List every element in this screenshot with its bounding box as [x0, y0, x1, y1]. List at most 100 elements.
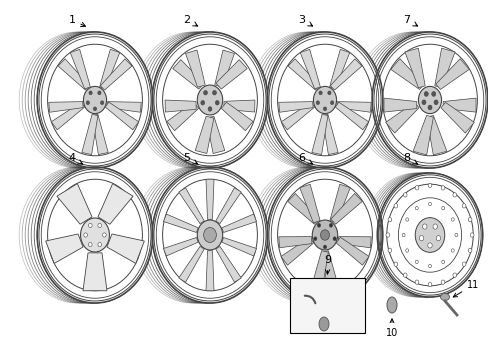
Ellipse shape [393, 262, 397, 266]
Ellipse shape [387, 248, 391, 252]
Ellipse shape [203, 90, 207, 95]
Ellipse shape [427, 202, 430, 206]
Polygon shape [322, 114, 338, 154]
Ellipse shape [454, 233, 457, 237]
Polygon shape [214, 50, 234, 87]
Polygon shape [185, 50, 205, 87]
Ellipse shape [431, 91, 435, 96]
Polygon shape [330, 193, 362, 224]
Ellipse shape [266, 167, 382, 303]
Ellipse shape [468, 248, 471, 252]
Ellipse shape [215, 100, 219, 105]
Polygon shape [336, 237, 368, 265]
Ellipse shape [450, 249, 453, 252]
Text: 4: 4 [68, 153, 82, 164]
Polygon shape [435, 59, 468, 89]
Polygon shape [287, 193, 319, 224]
Polygon shape [222, 214, 256, 233]
Polygon shape [426, 116, 446, 155]
Ellipse shape [88, 242, 92, 247]
Polygon shape [81, 114, 98, 154]
Ellipse shape [371, 32, 487, 168]
Text: 9: 9 [323, 255, 330, 274]
Polygon shape [107, 102, 141, 112]
Ellipse shape [152, 167, 267, 303]
Ellipse shape [323, 245, 326, 249]
Polygon shape [440, 102, 473, 133]
Polygon shape [70, 49, 90, 89]
Polygon shape [51, 102, 84, 130]
Ellipse shape [98, 223, 102, 228]
Ellipse shape [323, 107, 326, 111]
Polygon shape [287, 59, 319, 90]
Polygon shape [58, 59, 89, 90]
Ellipse shape [452, 273, 456, 277]
Ellipse shape [452, 193, 456, 197]
Ellipse shape [440, 293, 448, 301]
Polygon shape [311, 251, 328, 290]
Ellipse shape [330, 101, 333, 105]
Ellipse shape [440, 186, 444, 190]
Polygon shape [442, 98, 475, 112]
Polygon shape [107, 234, 144, 264]
Ellipse shape [403, 273, 406, 277]
Polygon shape [404, 48, 425, 88]
Polygon shape [300, 49, 320, 89]
Ellipse shape [461, 262, 465, 266]
Ellipse shape [37, 167, 152, 303]
Polygon shape [321, 251, 338, 290]
Ellipse shape [435, 235, 440, 241]
Ellipse shape [320, 230, 329, 240]
Polygon shape [224, 100, 254, 112]
Ellipse shape [88, 223, 92, 228]
Ellipse shape [312, 220, 337, 250]
Polygon shape [165, 100, 196, 112]
Ellipse shape [386, 297, 396, 313]
Polygon shape [335, 102, 368, 130]
Text: 3: 3 [298, 15, 312, 26]
Ellipse shape [81, 218, 109, 252]
Ellipse shape [468, 217, 471, 222]
Polygon shape [100, 59, 132, 90]
Ellipse shape [316, 101, 319, 105]
Ellipse shape [212, 90, 216, 95]
Polygon shape [57, 184, 92, 224]
Ellipse shape [313, 86, 336, 114]
Polygon shape [281, 102, 314, 130]
Ellipse shape [201, 100, 204, 105]
Ellipse shape [86, 101, 89, 105]
Ellipse shape [93, 107, 97, 111]
Ellipse shape [98, 91, 101, 95]
Ellipse shape [427, 264, 430, 268]
Ellipse shape [419, 235, 423, 241]
Polygon shape [195, 116, 213, 153]
Polygon shape [434, 48, 454, 88]
Ellipse shape [469, 233, 473, 237]
Ellipse shape [403, 193, 406, 197]
Polygon shape [221, 102, 253, 131]
Ellipse shape [427, 183, 431, 188]
Ellipse shape [427, 105, 431, 110]
Text: 8: 8 [403, 153, 417, 164]
Polygon shape [163, 214, 198, 233]
Polygon shape [278, 237, 311, 248]
Ellipse shape [318, 317, 328, 331]
Ellipse shape [405, 218, 408, 221]
Ellipse shape [83, 233, 87, 237]
Ellipse shape [432, 224, 437, 229]
Polygon shape [215, 246, 241, 282]
Polygon shape [172, 60, 203, 89]
Ellipse shape [414, 186, 418, 190]
Bar [289, 278, 364, 333]
Ellipse shape [422, 224, 426, 229]
Polygon shape [216, 60, 247, 89]
Polygon shape [49, 102, 83, 112]
Polygon shape [92, 114, 108, 154]
Ellipse shape [405, 249, 408, 252]
Polygon shape [215, 188, 241, 224]
Polygon shape [385, 102, 418, 133]
Ellipse shape [427, 283, 431, 287]
Polygon shape [179, 246, 204, 282]
Text: 1: 1 [68, 15, 85, 27]
Ellipse shape [329, 224, 332, 227]
